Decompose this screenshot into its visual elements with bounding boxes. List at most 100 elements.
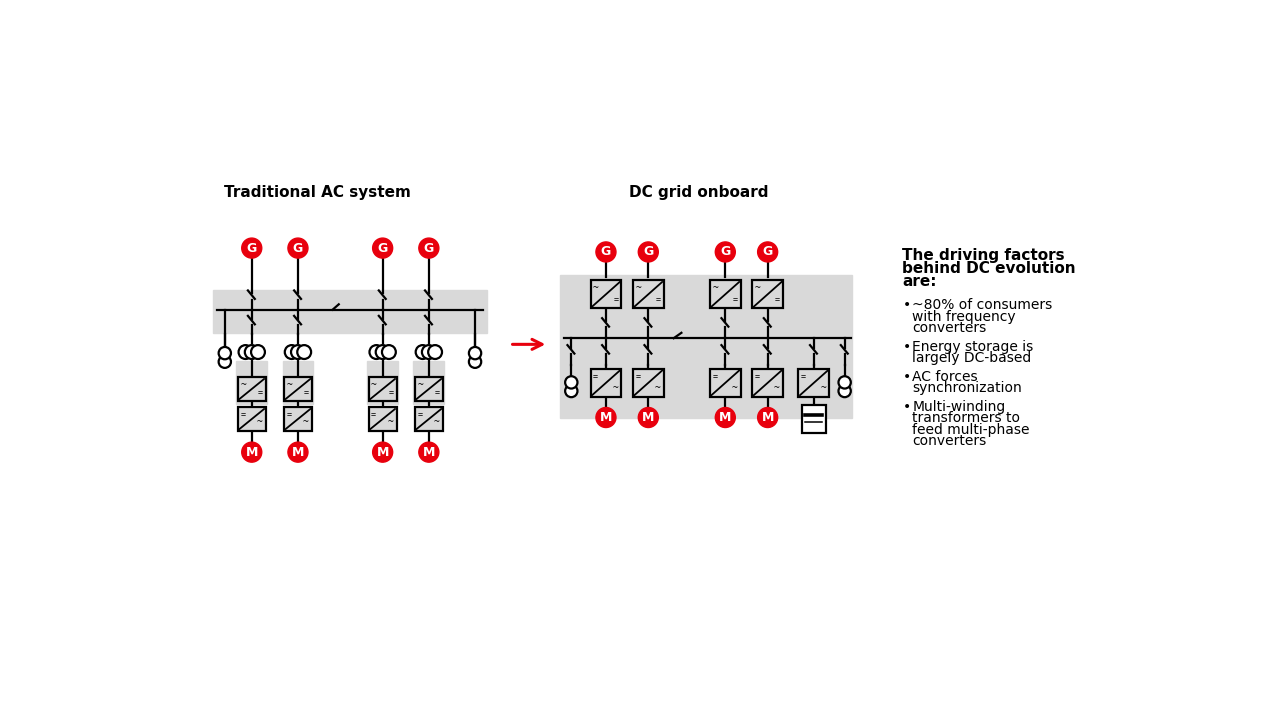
Text: =: = <box>371 410 376 420</box>
Text: ~: ~ <box>388 417 393 427</box>
Text: transformers to: transformers to <box>913 411 1020 426</box>
Text: •: • <box>902 298 910 312</box>
Bar <box>283 361 314 404</box>
Text: =: = <box>435 387 439 397</box>
Text: ~: ~ <box>593 284 599 294</box>
Circle shape <box>639 408 658 428</box>
Text: ~: ~ <box>774 383 780 393</box>
Circle shape <box>238 345 252 359</box>
Circle shape <box>288 238 308 258</box>
Bar <box>801 405 826 433</box>
Text: =: = <box>732 295 737 305</box>
Text: M: M <box>246 446 259 459</box>
Text: G: G <box>643 246 653 258</box>
Circle shape <box>428 345 442 359</box>
Circle shape <box>596 242 616 262</box>
Circle shape <box>372 238 393 258</box>
Bar <box>214 290 486 333</box>
Circle shape <box>596 408 616 428</box>
Text: =: = <box>241 410 246 420</box>
Circle shape <box>297 345 311 359</box>
Text: with frequency: with frequency <box>913 310 1016 324</box>
Text: =: = <box>613 295 618 305</box>
Circle shape <box>242 238 262 258</box>
Circle shape <box>372 442 393 462</box>
Bar <box>632 369 664 397</box>
Text: =: = <box>388 387 393 397</box>
Text: ~: ~ <box>655 383 660 393</box>
Text: M: M <box>422 446 435 459</box>
Bar <box>367 361 398 404</box>
Bar <box>369 377 397 400</box>
Text: =: = <box>287 410 292 420</box>
Text: M: M <box>762 411 774 424</box>
Text: =: = <box>417 410 422 420</box>
Text: synchronization: synchronization <box>913 382 1023 395</box>
Bar <box>415 408 443 431</box>
Text: AC forces: AC forces <box>913 370 978 384</box>
Text: ~: ~ <box>434 417 439 427</box>
Text: M: M <box>719 411 731 424</box>
Bar <box>238 408 266 431</box>
Circle shape <box>838 377 851 389</box>
Bar <box>710 280 741 308</box>
Text: Energy storage is: Energy storage is <box>913 340 1034 354</box>
Circle shape <box>288 442 308 462</box>
Text: =: = <box>303 387 308 397</box>
Bar <box>284 408 312 431</box>
Circle shape <box>716 242 735 262</box>
Text: G: G <box>600 246 611 258</box>
Circle shape <box>716 408 735 428</box>
Text: =: = <box>801 372 806 381</box>
Circle shape <box>381 345 396 359</box>
Text: •: • <box>902 340 910 354</box>
Text: DC grid onboard: DC grid onboard <box>628 185 768 200</box>
Bar <box>413 361 444 404</box>
Text: ~: ~ <box>303 417 308 427</box>
Circle shape <box>242 442 262 462</box>
Text: Traditional AC system: Traditional AC system <box>224 185 411 200</box>
Text: ~: ~ <box>635 284 641 294</box>
Text: =: = <box>593 372 598 381</box>
Text: ~: ~ <box>732 383 737 393</box>
Bar <box>284 377 312 400</box>
Text: ~: ~ <box>241 381 246 390</box>
Text: G: G <box>247 242 257 255</box>
Text: •: • <box>902 370 910 384</box>
Text: •: • <box>902 400 910 414</box>
Circle shape <box>468 356 481 368</box>
Text: =: = <box>774 295 780 305</box>
Text: largely DC-based: largely DC-based <box>913 351 1032 365</box>
Text: =: = <box>755 372 759 381</box>
Circle shape <box>758 408 778 428</box>
Text: ~: ~ <box>712 284 718 294</box>
Bar <box>415 377 443 400</box>
Circle shape <box>291 345 305 359</box>
Text: ~: ~ <box>257 417 262 427</box>
Bar <box>238 377 266 400</box>
Circle shape <box>422 345 435 359</box>
Text: =: = <box>712 372 717 381</box>
Bar <box>237 361 268 404</box>
Bar <box>753 280 783 308</box>
Bar <box>753 369 783 397</box>
Text: Multi-winding: Multi-winding <box>913 400 1006 414</box>
Circle shape <box>566 385 577 397</box>
Text: G: G <box>763 246 773 258</box>
Bar <box>590 280 621 308</box>
Text: M: M <box>643 411 654 424</box>
Circle shape <box>370 345 383 359</box>
Text: M: M <box>600 411 612 424</box>
Text: =: = <box>257 387 262 397</box>
Text: ~: ~ <box>820 383 826 393</box>
Circle shape <box>758 242 778 262</box>
Text: G: G <box>293 242 303 255</box>
Text: ~80% of consumers: ~80% of consumers <box>913 298 1052 312</box>
Text: ~: ~ <box>371 381 378 390</box>
Bar <box>799 369 829 397</box>
Text: G: G <box>378 242 388 255</box>
Circle shape <box>639 242 658 262</box>
Text: M: M <box>376 446 389 459</box>
Text: The driving factors: The driving factors <box>902 248 1065 263</box>
Circle shape <box>376 345 389 359</box>
